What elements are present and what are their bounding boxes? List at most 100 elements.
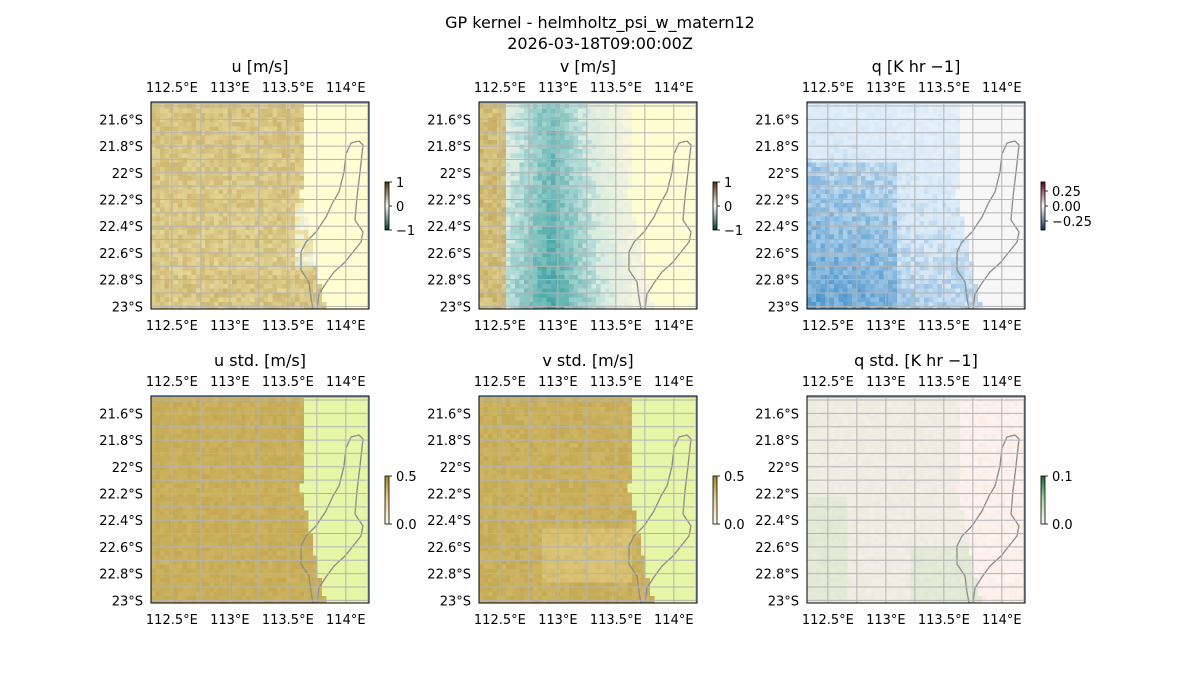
heatmap-cell [290,252,296,258]
heatmap-cell [888,131,893,136]
heatmap-cell [218,171,224,177]
heatmap-cell [263,261,269,267]
heatmap-cell [865,108,871,114]
heatmap-cell [290,207,296,213]
heatmap-cell [542,131,547,136]
heatmap-cell [160,149,165,154]
heatmap-cell [501,239,507,244]
heatmap-cell [155,162,161,168]
heatmap-cell [515,257,520,262]
heatmap-cell [663,234,669,240]
heatmap-cell [614,266,619,271]
heatmap-cell [982,117,988,123]
heatmap-cell [200,297,206,303]
heatmap-cell [515,207,520,213]
heatmap-cell [492,288,498,294]
heatmap-cell [155,297,161,303]
heatmap-cell [991,122,997,127]
heatmap-cell [564,293,570,298]
heatmap-cell [173,221,179,226]
heatmap-cell [191,135,197,141]
heatmap-cell [609,284,615,289]
heatmap-cell [488,230,493,235]
heatmap-cell [528,284,534,289]
heatmap-cell [614,153,619,159]
heatmap-cell [587,176,592,181]
heatmap-cell [807,117,812,123]
heatmap-cell [308,243,314,249]
heatmap-cell [250,221,255,226]
heatmap-cell [299,167,305,172]
heatmap-cell [151,243,156,249]
heatmap-cell [313,149,318,154]
heatmap-cell [528,189,534,195]
heatmap-cell [349,293,354,298]
heatmap-cell [272,203,278,208]
heatmap-cell [519,230,525,235]
heatmap-cell [654,230,660,235]
heatmap-cell [609,194,615,199]
heatmap-cell [524,131,529,136]
heatmap-cell [578,180,583,186]
heatmap-cell [654,216,660,222]
heatmap-cell [232,131,237,136]
heatmap-cell [587,117,592,123]
heatmap-cell [654,275,660,280]
heatmap-cell [308,207,314,213]
heatmap-cell [178,171,183,177]
gridlines [479,102,697,309]
heatmap-cell [663,180,669,186]
heatmap-cell [313,306,318,309]
heatmap-cell [627,212,633,217]
heatmap-cell [277,135,282,141]
heatmap-cell [295,284,300,289]
heatmap-cell [564,306,570,309]
heatmap-cell [928,113,934,118]
heatmap-cell [987,117,992,123]
heatmap-cell [991,126,997,132]
heatmap-cell [173,171,179,177]
heatmap-cell [636,252,642,258]
heatmap-cell [295,131,300,136]
colorbar-tick-label: −1 [396,224,415,239]
heatmap-cell [659,122,664,127]
heatmap-cell [591,135,597,141]
heatmap-cell [286,288,291,294]
heatmap-cell [578,293,583,298]
heatmap-cell [277,140,282,145]
heatmap-cell [178,266,183,271]
heatmap-cell [214,239,219,244]
heatmap-cell [519,243,525,249]
heatmap-cell [492,234,498,240]
heatmap-cell [191,216,197,222]
heatmap-cell [250,108,255,114]
heatmap-cell [155,225,161,231]
heatmap-cell [232,153,237,159]
heatmap-cell [659,113,664,118]
heatmap-cell [672,261,678,267]
heatmap-cell [483,306,489,309]
heatmap-cell [272,207,278,213]
heatmap-cell [915,108,920,114]
heatmap-cell [151,167,156,172]
heatmap-cell [663,171,669,177]
heatmap-cell [506,131,511,136]
heatmap-cell [326,257,332,262]
heatmap-cell [587,153,592,159]
heatmap-cell [609,122,615,127]
heatmap-cell [241,261,246,267]
heatmap-cell [677,171,682,177]
heatmap-cell [268,167,273,172]
heatmap-cell [340,185,345,190]
heatmap-cell [551,122,556,127]
heatmap-cell [668,293,673,298]
heatmap-cell [524,207,529,213]
heatmap-cell [277,302,282,307]
heatmap-cell [578,131,583,136]
heatmap-cell [591,270,597,276]
heatmap-cell [187,230,192,235]
heatmap-cell [214,257,219,262]
heatmap-cell [578,135,583,141]
heatmap-cell [322,221,327,226]
heatmap-cell [200,122,206,127]
